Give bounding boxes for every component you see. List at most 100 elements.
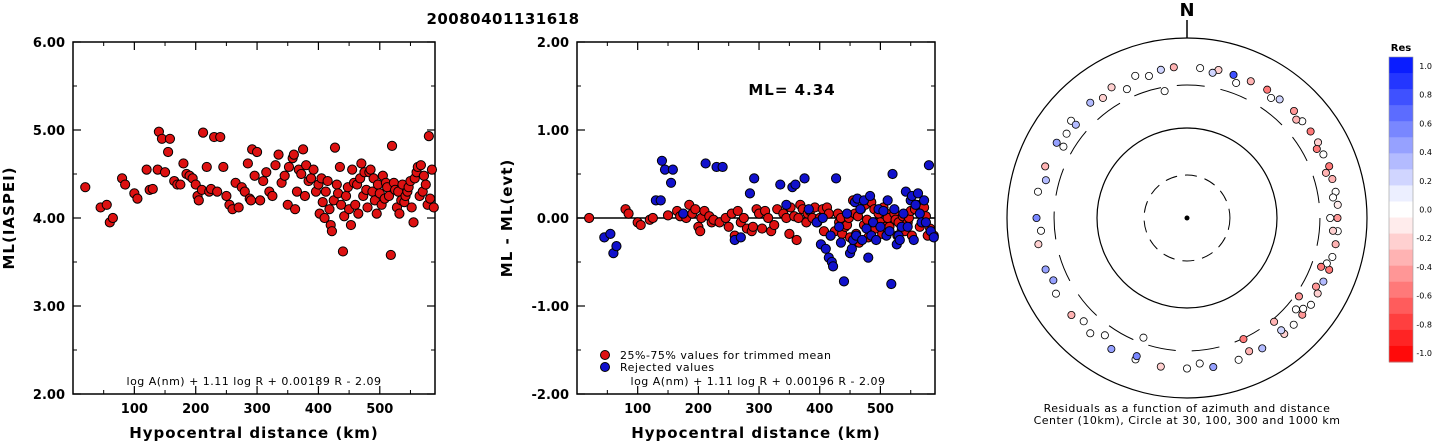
event-id-title: 20080401131618 [426, 10, 579, 28]
data-point [769, 219, 780, 231]
x-tick-label: 500 [867, 402, 894, 417]
data-point [329, 142, 341, 153]
station-point [1139, 333, 1148, 342]
data-point [320, 186, 331, 197]
colorbar-tick-label: -0.6 [1416, 292, 1432, 301]
data-point [825, 230, 836, 241]
data-point [283, 161, 295, 173]
data-point [245, 195, 257, 206]
data-point [147, 183, 158, 195]
data-point [308, 164, 319, 175]
colorbar-segment [1389, 121, 1413, 138]
data-point [868, 217, 879, 228]
colorbar-segment [1389, 185, 1413, 202]
data-points [80, 126, 439, 261]
data-point [178, 158, 189, 169]
station-point [1267, 93, 1276, 102]
colorbar-segment [1389, 329, 1413, 347]
station-point [1131, 71, 1140, 80]
data-point [279, 170, 290, 181]
plot-frame [72, 41, 436, 395]
station-point [1156, 362, 1165, 371]
station-point [1052, 138, 1061, 147]
data-point [394, 208, 405, 219]
station-point [1041, 176, 1050, 185]
station-point [1086, 98, 1095, 107]
data-point [678, 208, 689, 219]
data-point [80, 182, 91, 193]
y-tick-label: 6.00 [33, 36, 65, 51]
data-point [261, 167, 272, 178]
colorbar-segment [1389, 137, 1413, 154]
data-point [756, 223, 768, 234]
data-point [878, 205, 889, 217]
data-point [775, 179, 786, 190]
tick-marks: 100 200 300 400 500 -2.00 -1.00 0.00 1.00 2.00 [532, 36, 935, 417]
data-point [120, 179, 131, 190]
data-point [918, 195, 930, 206]
x-tick-label: 200 [182, 402, 209, 417]
data-point [732, 205, 743, 217]
station-point [1232, 78, 1241, 87]
data-point [784, 228, 795, 239]
data-point [838, 276, 850, 287]
station-point [1086, 329, 1095, 338]
magnitude-formula: log A(nm) + 1.11 log R + 0.00189 R - 2.0… [127, 375, 382, 388]
station-point [1329, 193, 1338, 202]
data-point [408, 217, 419, 228]
data-point [365, 164, 376, 175]
station-point [1319, 150, 1328, 159]
data-point [201, 161, 212, 173]
station-point [1059, 142, 1068, 151]
data-point [655, 195, 666, 206]
y-tick-label: 2.00 [33, 388, 65, 403]
legend-marker-trimmed-mean [600, 350, 610, 360]
data-point [887, 168, 898, 180]
station-point [1333, 200, 1342, 209]
data-point [356, 158, 367, 169]
data-point [656, 155, 668, 166]
data-point [690, 204, 701, 215]
station-point [1328, 252, 1337, 261]
colorbar-segment [1389, 249, 1413, 267]
data-point [249, 170, 260, 181]
data-point [301, 160, 312, 171]
data-point [282, 199, 293, 210]
data-point [908, 234, 919, 246]
colorbar-tick-label: 0.0 [1419, 206, 1432, 215]
y-tick-label: 5.00 [33, 124, 65, 139]
station-point [1306, 300, 1315, 309]
data-point [193, 195, 204, 206]
colorbar-segment [1389, 297, 1413, 315]
data-point [738, 212, 749, 224]
y-tick-label: 0.00 [537, 212, 569, 227]
data-point [914, 208, 925, 219]
station-point [1289, 320, 1298, 329]
data-point [889, 204, 900, 215]
data-point [326, 226, 338, 237]
data-point [863, 252, 874, 263]
station-point [1277, 326, 1286, 335]
y-tick-label: 1.00 [537, 124, 569, 139]
x-axis-label: Hypocentral distance (km) [129, 424, 379, 441]
station-point [1291, 305, 1300, 314]
colorbar-segment [1389, 265, 1413, 283]
data-point [744, 188, 756, 199]
x-tick-label: 400 [806, 402, 833, 417]
data-point [861, 223, 872, 234]
colorbar-segment [1389, 313, 1413, 331]
data-point [299, 190, 311, 202]
data-point [717, 161, 728, 173]
data-point [353, 208, 364, 219]
legend-marker-rejected [600, 362, 610, 372]
station-point [1312, 144, 1321, 153]
north-label: N [1179, 0, 1194, 21]
station-point [1270, 317, 1279, 326]
data-point [420, 179, 431, 190]
data-point [175, 179, 186, 190]
data-point [835, 237, 847, 248]
station-points [1032, 63, 1342, 373]
data-point [902, 221, 913, 232]
data-point [159, 167, 171, 178]
y-tick-label: 4.00 [33, 212, 65, 227]
